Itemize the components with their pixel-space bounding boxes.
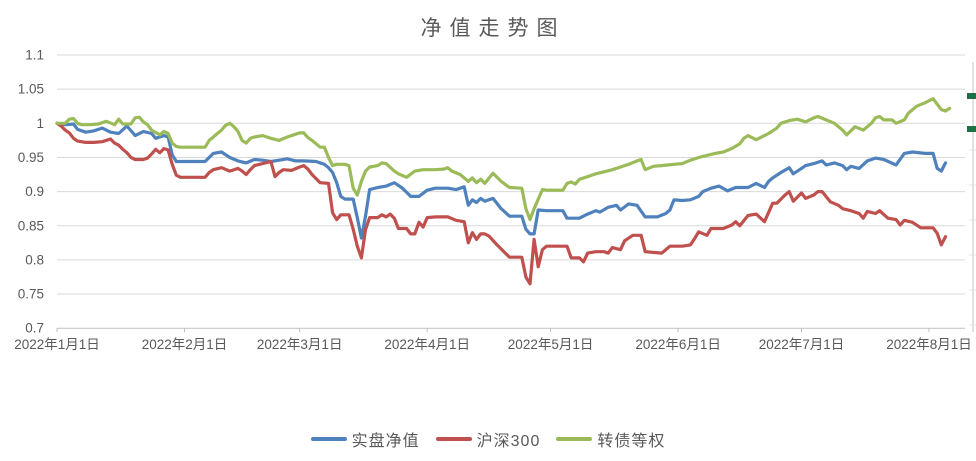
y-tick-label: 0.9 [25,184,44,199]
legend-item-0[interactable]: 实盘净值 [310,427,420,451]
legend-item-1[interactable]: 沪深300 [435,427,541,451]
adjacent-chart-green-marker [967,126,976,132]
y-tick-label: 0.7 [25,321,44,336]
legend-line-swatch [310,437,347,441]
series-line-1[interactable] [55,121,948,286]
legend-line-swatch [556,437,593,441]
adjacent-chart-green-marker [967,93,976,99]
y-tick-label: 1 [36,116,44,131]
x-tick-label: 2022年2月1日 [142,337,228,352]
x-tick-label: 2022年1月1日 [14,337,100,352]
y-tick-label: 0.95 [18,150,44,165]
y-tick-label: 0.85 [18,218,44,233]
chart-title: 净值走势图 [420,17,566,40]
x-tick-label: 2022年4月1日 [384,337,470,352]
x-tick-label: 2022年3月1日 [257,337,343,352]
legend-label: 沪深300 [476,433,541,450]
series-line-0[interactable] [55,121,948,240]
y-tick-label: 0.75 [18,287,44,302]
legend-label: 实盘净值 [351,433,420,450]
y-tick-label: 1.1 [25,48,44,63]
x-tick-label: 2022年7月1日 [759,337,845,352]
y-tick-label: 0.8 [25,252,44,267]
legend-label: 转债等权 [597,433,666,450]
legend-line-swatch [435,437,472,441]
y-tick-label: 1.05 [18,82,44,97]
series-line-2[interactable] [55,97,952,222]
legend-item-2[interactable]: 转债等权 [556,427,665,451]
x-tick-label: 2022年5月1日 [508,337,594,352]
x-tick-label: 2022年8月1日 [886,337,972,352]
chart-legend: 实盘净值 沪深300 转债等权 [0,426,976,452]
x-tick-label: 2022年6月1日 [635,337,721,352]
